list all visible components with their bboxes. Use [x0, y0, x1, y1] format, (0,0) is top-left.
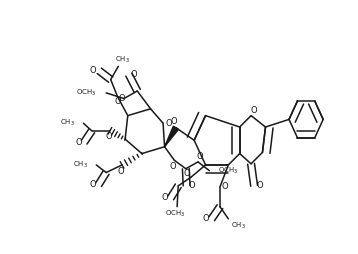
Text: CH$_3$: CH$_3$	[60, 118, 75, 128]
Text: OCH$_3$: OCH$_3$	[218, 166, 238, 176]
Text: O: O	[202, 214, 209, 223]
Text: O: O	[170, 162, 176, 171]
Text: O: O	[251, 106, 257, 115]
Text: O: O	[105, 132, 112, 141]
Text: O: O	[171, 117, 177, 126]
Text: O: O	[183, 169, 190, 178]
Text: CH$_3$: CH$_3$	[73, 160, 88, 170]
Text: O: O	[197, 152, 204, 162]
Text: CH$_3$: CH$_3$	[231, 220, 246, 231]
Polygon shape	[165, 126, 179, 147]
Text: O: O	[90, 180, 97, 189]
Text: O: O	[115, 97, 121, 106]
Text: CH$_3$: CH$_3$	[115, 55, 130, 65]
Text: O: O	[166, 119, 173, 128]
Text: O: O	[161, 194, 168, 202]
Text: O: O	[131, 70, 137, 79]
Text: O: O	[76, 138, 82, 147]
Text: O: O	[189, 181, 195, 190]
Text: O: O	[257, 181, 263, 190]
Text: O: O	[117, 167, 124, 176]
Text: OCH$_3$: OCH$_3$	[76, 88, 97, 98]
Text: O: O	[222, 182, 229, 192]
Text: OCH$_3$: OCH$_3$	[165, 208, 185, 219]
Text: O: O	[118, 94, 125, 103]
Text: O: O	[90, 66, 97, 75]
